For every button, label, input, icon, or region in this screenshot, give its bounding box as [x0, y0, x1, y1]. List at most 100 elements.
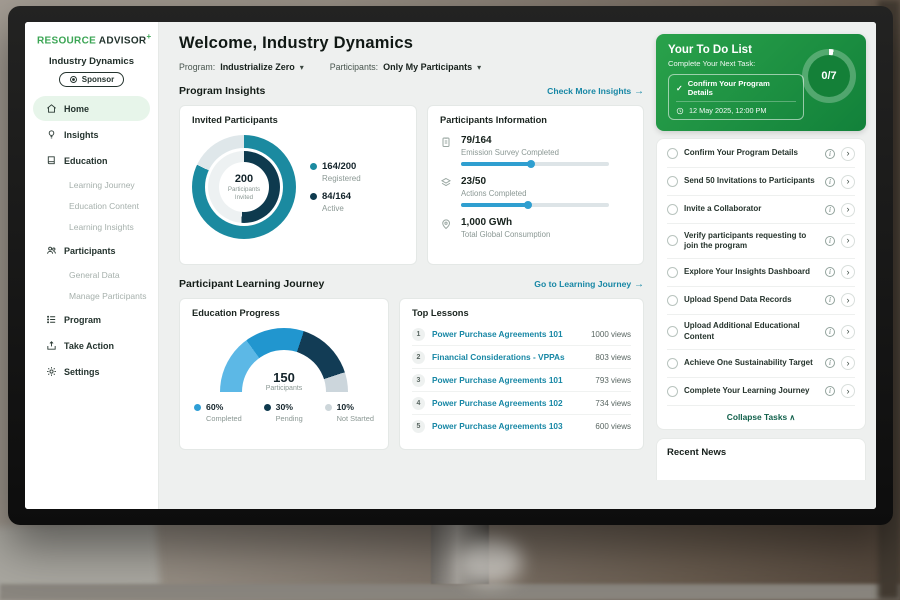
- legend-dot-completed: [194, 403, 201, 411]
- chevron-right-icon[interactable]: [841, 146, 855, 161]
- sidebar-item-home[interactable]: Home: [33, 96, 150, 122]
- chevron-right-icon[interactable]: [841, 174, 855, 189]
- task-checkbox[interactable]: [667, 294, 678, 306]
- legend-dot-pending: [263, 403, 271, 411]
- legend-item: 30% Pending: [263, 402, 303, 423]
- program-insights-cards: Invited Participants 200 Participants In…: [179, 105, 644, 265]
- sidebar-item-label: General Data: [69, 269, 120, 280]
- logo-plus: +: [146, 32, 152, 41]
- participants-information-card: Participants Information 79/164 Emission…: [427, 105, 644, 265]
- check-more-insights-link[interactable]: Check More Insights: [547, 86, 644, 97]
- sidebar-item-settings[interactable]: Settings: [33, 359, 150, 384]
- legend-label: Not Started: [336, 414, 374, 423]
- program-select[interactable]: Program: Industrialize Zero: [179, 62, 304, 72]
- sidebar-item-participants[interactable]: Participants: [33, 238, 150, 263]
- task-label: Achieve One Sustainability Target: [684, 357, 813, 367]
- collapse-tasks-button[interactable]: Collapse Tasks: [667, 406, 855, 426]
- chevron-right-icon[interactable]: [841, 293, 855, 308]
- task-checkbox[interactable]: [667, 357, 678, 369]
- info-icon[interactable]: [825, 326, 835, 337]
- info-icon[interactable]: [825, 267, 835, 278]
- lesson-link[interactable]: Power Purchase Agreements 102: [432, 398, 563, 408]
- info-icon[interactable]: [825, 204, 835, 215]
- todo-task-row[interactable]: Complete Your Learning Journey: [667, 378, 855, 406]
- lightbulb-icon: [46, 129, 57, 140]
- legend-dot-active: [310, 193, 317, 200]
- todo-task-row[interactable]: Achieve One Sustainability Target: [667, 350, 855, 378]
- info-row: 1,000 GWh Total Global Consumption: [440, 217, 631, 239]
- info-icon[interactable]: [825, 235, 835, 246]
- todo-task-row[interactable]: Upload Additional Educational Content: [667, 315, 855, 350]
- info-icon[interactable]: [825, 295, 835, 306]
- todo-progress-value: 0/7: [808, 55, 850, 97]
- info-icon[interactable]: [825, 358, 835, 369]
- legend-value: 60%: [206, 402, 224, 412]
- go-to-learning-journey-link[interactable]: Go to Learning Journey: [534, 279, 644, 290]
- gear-icon: [46, 366, 57, 377]
- gauge-center-label: Participants: [265, 385, 303, 392]
- people-icon: [46, 245, 57, 256]
- lesson-rank-badge: 4: [412, 396, 425, 410]
- info-icon[interactable]: [825, 148, 835, 159]
- task-checkbox[interactable]: [667, 326, 678, 338]
- sidebar-item-take-action[interactable]: Take Action: [33, 333, 150, 358]
- task-checkbox[interactable]: [667, 235, 678, 247]
- invited-participants-card: Invited Participants 200 Participants In…: [179, 105, 417, 265]
- legend-dot-not-started: [324, 403, 332, 411]
- donut-legend: 164/200 Registered 84/164 Active: [310, 153, 361, 221]
- chevron-right-icon[interactable]: [841, 233, 855, 248]
- chevron-down-icon: [477, 62, 481, 72]
- sidebar-item-manage-participants[interactable]: Manage Participants: [33, 285, 150, 306]
- todo-task-row[interactable]: Send 50 Invitations to Participants: [667, 168, 855, 196]
- lesson-views: 803 views: [595, 352, 631, 362]
- sidebar-item-education-content[interactable]: Education Content: [33, 195, 150, 216]
- task-checkbox[interactable]: [667, 176, 678, 187]
- chevron-right-icon[interactable]: [841, 202, 855, 217]
- lesson-link[interactable]: Financial Considerations - VPPAs: [432, 352, 565, 362]
- info-icon[interactable]: [825, 176, 835, 187]
- filter-bar: Program: Industrialize Zero Participants…: [179, 62, 644, 72]
- legend-dot-registered: [310, 163, 317, 170]
- chevron-right-icon[interactable]: [841, 265, 855, 280]
- task-label: Explore Your Insights Dashboard: [684, 267, 810, 277]
- lesson-link[interactable]: Power Purchase Agreements 101: [432, 375, 563, 385]
- chevron-right-icon[interactable]: [841, 324, 855, 339]
- lesson-rank-badge: 1: [412, 327, 425, 341]
- sidebar-item-label: Take Action: [64, 340, 115, 351]
- sidebar-item-label: Settings: [64, 366, 100, 377]
- task-checkbox[interactable]: [667, 204, 678, 215]
- sidebar-item-program[interactable]: Program: [33, 307, 150, 332]
- todo-task-row[interactable]: Invite a Collaborator: [667, 196, 855, 224]
- info-icon[interactable]: [825, 386, 835, 397]
- desk-reflection: [458, 538, 522, 584]
- todo-task-row[interactable]: Explore Your Insights Dashboard: [667, 259, 855, 287]
- sidebar-item-learning-insights[interactable]: Learning Insights: [33, 216, 150, 237]
- participants-select-value: Only My Participants: [383, 62, 473, 72]
- content-area: Welcome, Industry Dynamics Program: Indu…: [159, 22, 876, 509]
- next-task-box: Confirm Your Program Details 12 May 2025…: [668, 74, 804, 120]
- sidebar-item-learning-journey[interactable]: Learning Journey: [33, 174, 150, 195]
- app-window: RESOURCE ADVISOR+ Industry Dynamics Spon…: [25, 22, 876, 509]
- monitor-bezel: RESOURCE ADVISOR+ Industry Dynamics Spon…: [8, 6, 893, 525]
- lesson-link[interactable]: Power Purchase Agreements 103: [432, 421, 563, 431]
- info-label: Emission Survey Completed: [461, 148, 559, 157]
- chevron-right-icon[interactable]: [841, 356, 855, 371]
- participants-select[interactable]: Participants: Only My Participants: [330, 62, 481, 72]
- todo-task-row[interactable]: Upload Spend Data Records: [667, 287, 855, 315]
- info-label: Actions Completed: [461, 189, 527, 198]
- sidebar-item-general-data[interactable]: General Data: [33, 264, 150, 285]
- sidebar-item-label: Manage Participants: [69, 290, 147, 301]
- todo-task-row[interactable]: Verify participants requesting to join t…: [667, 224, 855, 259]
- task-checkbox[interactable]: [667, 148, 678, 159]
- lesson-link[interactable]: Power Purchase Agreements 101: [432, 329, 563, 339]
- sidebar-item-label: Learning Journey: [69, 179, 135, 190]
- sidebar-item-insights[interactable]: Insights: [33, 122, 150, 147]
- lesson-row: 5 Power Purchase Agreements 103 600 view…: [412, 415, 631, 437]
- task-checkbox[interactable]: [667, 385, 678, 397]
- legend-item: 84/164 Active: [310, 191, 361, 213]
- sidebar-item-education[interactable]: Education: [33, 148, 150, 173]
- home-icon: [46, 103, 57, 114]
- task-checkbox[interactable]: [667, 266, 678, 278]
- chevron-right-icon[interactable]: [841, 384, 855, 399]
- todo-task-row[interactable]: Confirm Your Program Details: [667, 140, 855, 168]
